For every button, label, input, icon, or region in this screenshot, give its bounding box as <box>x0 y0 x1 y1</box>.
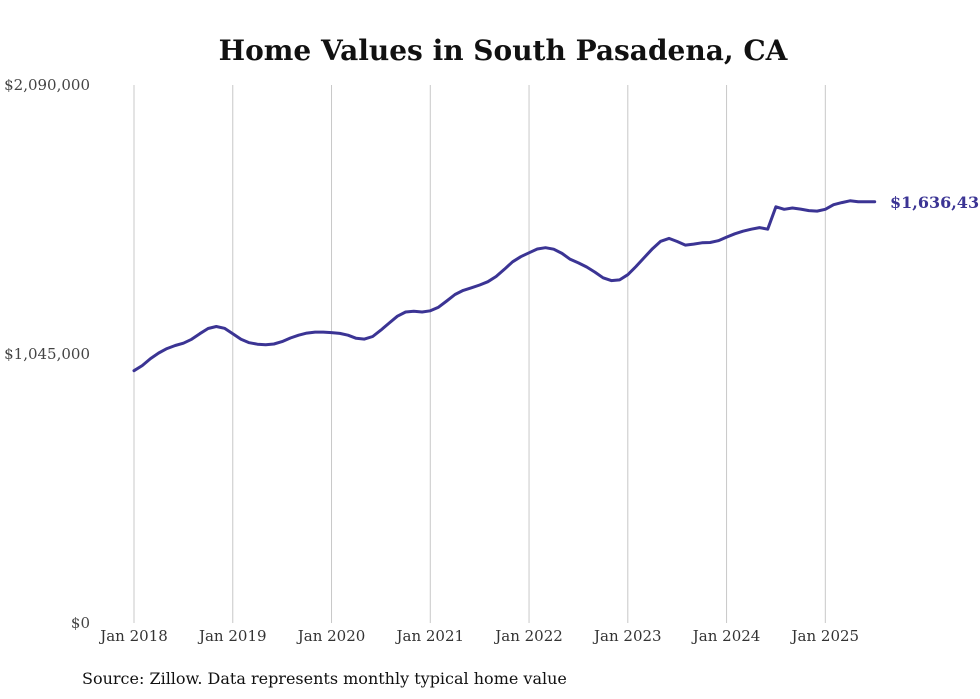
source-note: Source: Zillow. Data represents monthly … <box>82 669 567 688</box>
y-axis-ticks: $0 $1,045,000 $2,090,000 <box>4 76 90 632</box>
y-tick-label: $0 <box>71 614 90 632</box>
y-tick-label: $1,045,000 <box>4 345 90 363</box>
x-axis-ticks: Jan 2018 Jan 2019 Jan 2020 Jan 2021 Jan 2022… <box>98 627 859 645</box>
end-value-label: $1,636,432 <box>890 193 980 212</box>
x-tick-label: Jan 2020 <box>296 627 366 645</box>
grid-layer <box>133 85 826 623</box>
x-tick-label: Jan 2022 <box>493 627 563 645</box>
x-tick-label: Jan 2025 <box>790 627 860 645</box>
x-tick-label: Jan 2018 <box>98 627 168 645</box>
y-tick-label: $2,090,000 <box>4 76 90 94</box>
series-line-home-value <box>132 199 877 373</box>
x-tick-label: Jan 2023 <box>592 627 662 645</box>
x-tick-label: Jan 2019 <box>197 627 267 645</box>
chart-title: Home Values in South Pasadena, CA <box>219 34 789 67</box>
x-tick-label: Jan 2024 <box>691 627 761 645</box>
x-tick-label: Jan 2021 <box>394 627 464 645</box>
